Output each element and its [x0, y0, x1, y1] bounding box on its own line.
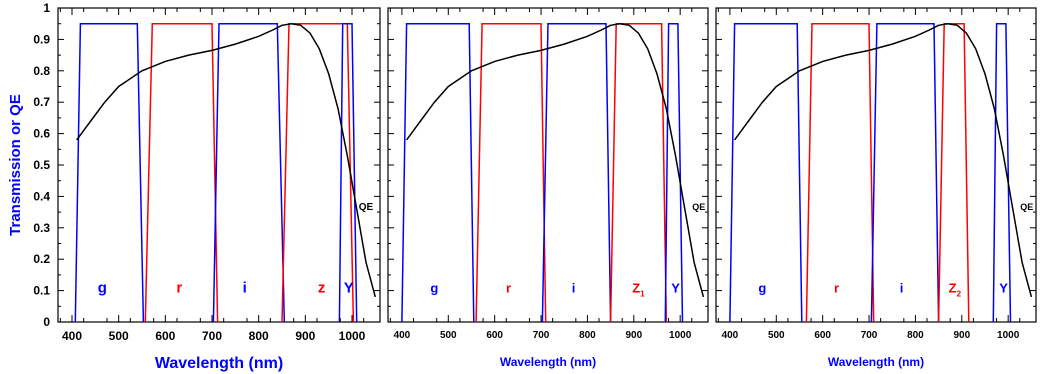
x-tick-label: 700 [202, 329, 222, 343]
qe-curve [76, 22, 377, 298]
x-tick-label: 1000 [669, 330, 692, 341]
band-label-g: g [430, 280, 438, 295]
band-label-i: i [572, 280, 576, 295]
y-tick-label: 0.8 [33, 64, 50, 78]
y-tick-label: 0 [43, 315, 50, 329]
band-label-y: Y [999, 280, 1008, 295]
band-label-z2: Z2 [949, 280, 962, 298]
band-label-y: Y [344, 279, 354, 296]
band-label-subscript: 2 [957, 289, 962, 298]
filter-curve-r [805, 22, 875, 323]
x-tick-label: 500 [768, 330, 785, 341]
filter-curve-z1 [609, 22, 668, 323]
x-tick-label: 400 [394, 330, 411, 341]
qe-label: QE [1020, 202, 1033, 212]
x-tick-label: 400 [722, 330, 739, 341]
x-axis-title: Wavelength (nm) [828, 355, 924, 369]
x-tick-label: 800 [579, 330, 596, 341]
filter-curve-r [144, 22, 219, 323]
filter-curve-y [664, 22, 684, 323]
x-axis-title: Wavelength (nm) [500, 355, 596, 369]
band-label-i: i [243, 279, 247, 296]
x-tick-label: 1000 [339, 329, 366, 343]
filter-curve-y [992, 22, 1012, 323]
qe-label: QE [692, 202, 705, 212]
band-label-subscript: 1 [640, 289, 645, 298]
x-tick-label: 600 [155, 329, 175, 343]
qe-label: QE [359, 202, 374, 213]
filter-curve-g [401, 22, 475, 323]
filter-curve-i [212, 22, 286, 323]
x-tick-label: 400 [62, 329, 82, 343]
band-label-r: r [834, 280, 839, 295]
x-tick-label: 900 [953, 330, 970, 341]
filter-curve-i [870, 22, 940, 323]
chart-panel-3: 400 500 600 700 800 900 1000 g r i Z2 Y QE Wavelength… [715, 7, 1037, 369]
filter-curve-g [74, 22, 145, 323]
x-axis-title: Wavelength (nm) [155, 355, 283, 372]
filter-curve-g [729, 22, 803, 323]
x-tick-label: 600 [486, 330, 503, 341]
x-tick-label: 900 [625, 330, 642, 341]
y-tick-label: 1 [43, 1, 50, 15]
x-tick-label: 700 [533, 330, 550, 341]
band-label-r: r [176, 279, 182, 296]
band-label-y: Y [671, 280, 680, 295]
y-tick-label: 0.7 [33, 95, 50, 109]
band-label-r: r [506, 280, 511, 295]
filter-curve-z2 [937, 22, 970, 323]
y-tick-label: 0.5 [33, 158, 50, 172]
band-label-z1: Z1 [632, 280, 645, 298]
x-tick-label: 500 [440, 330, 457, 341]
x-tick-label: 500 [109, 329, 129, 343]
x-tick-label: 700 [861, 330, 878, 341]
filter-curve-i [541, 22, 612, 323]
y-tick-label: 0.6 [33, 127, 50, 141]
qe-curve [733, 22, 1033, 298]
y-tick-label: 0.9 [33, 32, 50, 46]
y-tick-label: 0.2 [33, 252, 50, 266]
qe-curve [405, 22, 705, 298]
band-label-g: g [758, 280, 766, 295]
y-tick-label: 0.1 [33, 284, 50, 298]
x-tick-label: 1000 [997, 330, 1020, 341]
y-axis-title: Transmission or QE [7, 94, 24, 236]
y-tick-label: 0.3 [33, 221, 50, 235]
x-tick-label: 900 [295, 329, 315, 343]
filter-curve-r [475, 22, 547, 323]
y-tick-label: 0.4 [33, 189, 50, 203]
filter-curve-y [338, 22, 358, 323]
chart-panel-2: 400 500 600 700 800 900 1000 g r i Z1 Y QE Wavelength… [387, 7, 709, 369]
x-tick-label: 600 [814, 330, 831, 341]
band-label-i: i [900, 280, 904, 295]
x-tick-label: 800 [907, 330, 924, 341]
band-label-g: g [98, 279, 107, 296]
band-label-z: z [318, 279, 326, 296]
chart-panel-1: 0 0.1 0.2 0.3 0.4 0.5 0.6 0.7 0.8 0.9 1 400 500 600 70… [7, 1, 381, 372]
x-tick-label: 800 [249, 329, 269, 343]
